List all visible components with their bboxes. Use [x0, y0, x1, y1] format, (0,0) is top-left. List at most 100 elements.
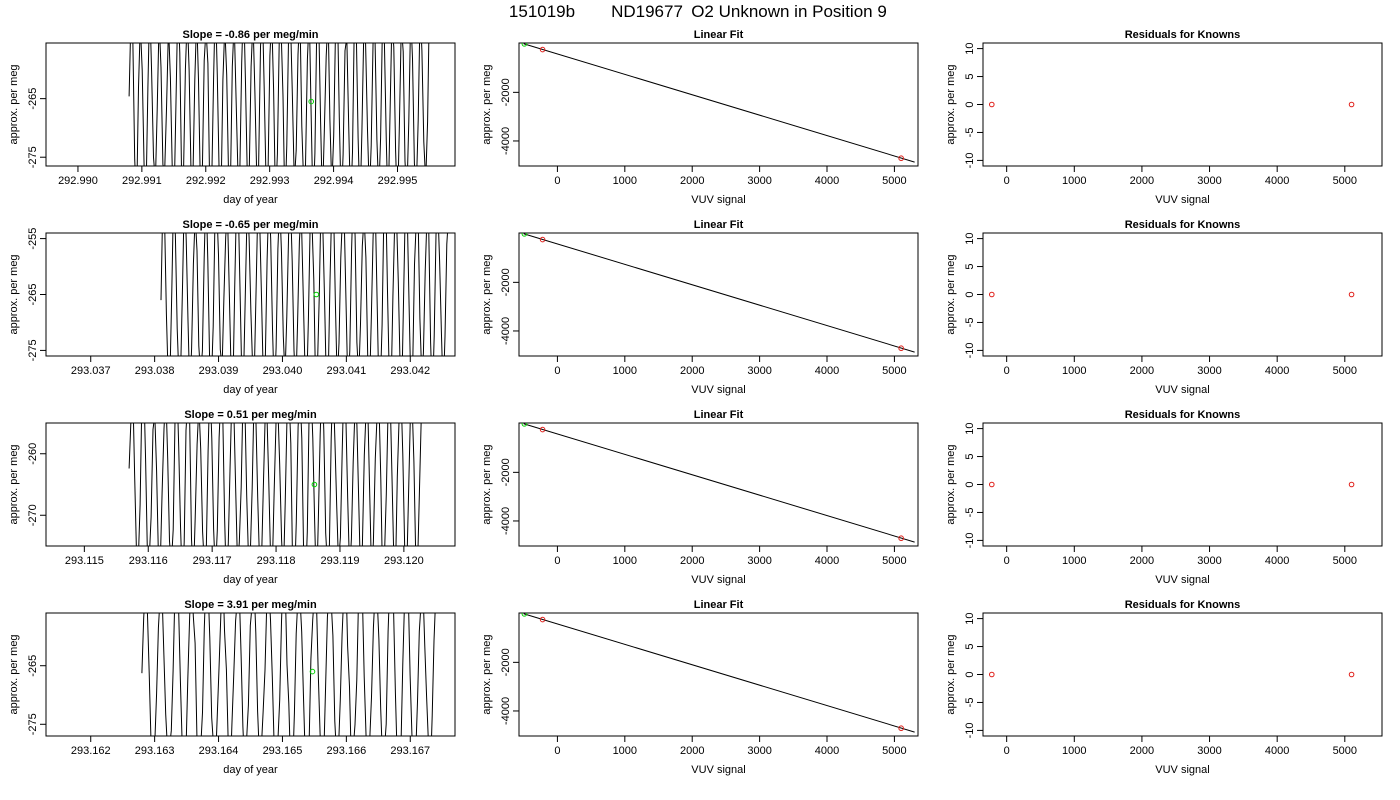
x-tick-label: 4000 [815, 555, 839, 567]
trace-line [141, 613, 436, 736]
y-axis-label: approx. per meg [481, 634, 493, 714]
x-tick-label: 4000 [1265, 745, 1289, 757]
x-tick-label: 4000 [815, 175, 839, 187]
y-tick-label: -2000 [500, 458, 512, 486]
x-tick-label: 293.042 [390, 365, 430, 377]
y-axis-label: approx. per meg [481, 64, 493, 144]
panel-title: Residuals for Knowns [1125, 29, 1241, 41]
plot-frame [982, 232, 1383, 357]
x-tick-label: 293.116 [129, 555, 168, 567]
x-axis: 0 1000 2000 3000 4000 5000 [554, 166, 907, 187]
unknown-point [521, 43, 528, 47]
y-axis: -275 -265 [27, 88, 46, 168]
x-tick-label: 1000 [613, 745, 637, 757]
x-axis: 0 1000 2000 3000 4000 5000 [1004, 736, 1357, 757]
residual-point [1348, 481, 1355, 488]
x-tick-label: 292.991 [122, 175, 162, 187]
x-tick-label: 2000 [1130, 555, 1154, 567]
y-axis: -270 -260 [27, 443, 46, 526]
panel-title: Linear Fit [694, 599, 744, 611]
y-axis-label: approx. per meg [8, 64, 20, 144]
main-title-run-id: 151019b [509, 2, 575, 21]
x-tick-label: 293.040 [263, 365, 303, 377]
plot-data [521, 613, 915, 733]
y-axis-label: approx. per meg [945, 64, 957, 144]
x-tick-label: 0 [554, 175, 560, 187]
fit-line [523, 423, 915, 543]
x-tick-label: 3000 [747, 745, 771, 757]
panel-title: Linear Fit [694, 29, 744, 41]
y-axis: -275 -265 -255 [27, 228, 46, 361]
panel-fit-row1: Linear Fit 0 1000 2000 3000 4000 5000 VUV signa… [481, 29, 919, 206]
x-axis-label: VUV signal [691, 764, 745, 776]
y-axis: -10 -5 0 5 10 [964, 42, 983, 168]
x-axis-label: day of year [223, 384, 278, 396]
y-axis: -4000 -2000 [500, 268, 519, 345]
x-axis: 0 1000 2000 3000 4000 5000 [1004, 546, 1357, 567]
trace-line [128, 423, 422, 546]
y-axis-label: approx. per meg [8, 634, 20, 714]
plot-frame [982, 42, 1383, 167]
plot-data [988, 291, 1355, 298]
plot-frame [982, 612, 1383, 737]
plot-frame [45, 612, 456, 737]
known-point [898, 535, 904, 542]
y-axis-label: approx. per meg [945, 254, 957, 334]
x-tick-label: 0 [554, 365, 560, 377]
plot-data [988, 481, 1355, 488]
x-tick-label: 2000 [680, 555, 704, 567]
plot-data [521, 423, 915, 543]
x-axis-label: VUV signal [691, 384, 745, 396]
x-axis: 0 1000 2000 3000 4000 5000 [554, 736, 907, 757]
known-point [898, 725, 904, 732]
y-tick-label: 10 [964, 422, 976, 434]
x-axis-label: VUV signal [1155, 574, 1209, 586]
y-axis-label: approx. per meg [8, 444, 20, 524]
residual-point [1348, 671, 1355, 678]
fit-line [523, 233, 915, 353]
x-tick-label: 1000 [613, 365, 637, 377]
x-tick-label: 1000 [1062, 365, 1086, 377]
y-axis: -10 -5 0 5 10 [964, 612, 983, 738]
unknown-marker [313, 291, 320, 298]
x-tick-label: 3000 [1197, 555, 1221, 567]
y-axis: -10 -5 0 5 10 [964, 232, 983, 358]
x-tick-label: 1000 [1062, 555, 1086, 567]
y-axis-label: approx. per meg [8, 254, 20, 334]
x-tick-label: 0 [1004, 745, 1010, 757]
plot-frame [982, 422, 1383, 547]
panel-title: Slope = -0.65 per meg/min [182, 219, 318, 231]
plot-frame [45, 422, 456, 547]
fit-line [523, 613, 915, 733]
residual-point [1348, 291, 1355, 298]
x-tick-label: 4000 [1265, 175, 1289, 187]
main-title-tank-id: ND19677 [611, 2, 683, 21]
y-tick-label: 0 [964, 101, 976, 107]
y-tick-label: -270 [27, 504, 39, 526]
plot-frame [45, 42, 456, 167]
x-tick-label: 3000 [1197, 745, 1221, 757]
panel-title: Slope = 0.51 per meg/min [184, 409, 317, 421]
x-tick-label: 2000 [1130, 175, 1154, 187]
y-axis: -10 -5 0 5 10 [964, 422, 983, 548]
x-tick-label: 293.163 [135, 745, 175, 757]
trace-line [160, 233, 448, 356]
y-tick-label: -275 [27, 713, 39, 735]
x-tick-label: 293.038 [135, 365, 175, 377]
y-axis-label: approx. per meg [945, 634, 957, 714]
x-axis: 0 1000 2000 3000 4000 5000 [554, 356, 907, 377]
x-tick-label: 3000 [1197, 365, 1221, 377]
panel-title: Linear Fit [694, 409, 744, 421]
x-tick-label: 1000 [1062, 745, 1086, 757]
panel-title: Residuals for Knowns [1125, 409, 1241, 421]
plot-data [128, 43, 430, 166]
x-tick-label: 2000 [1130, 745, 1154, 757]
x-tick-label: 3000 [1197, 175, 1221, 187]
y-axis: -275 -265 [27, 655, 46, 735]
x-tick-label: 293.119 [320, 555, 359, 567]
